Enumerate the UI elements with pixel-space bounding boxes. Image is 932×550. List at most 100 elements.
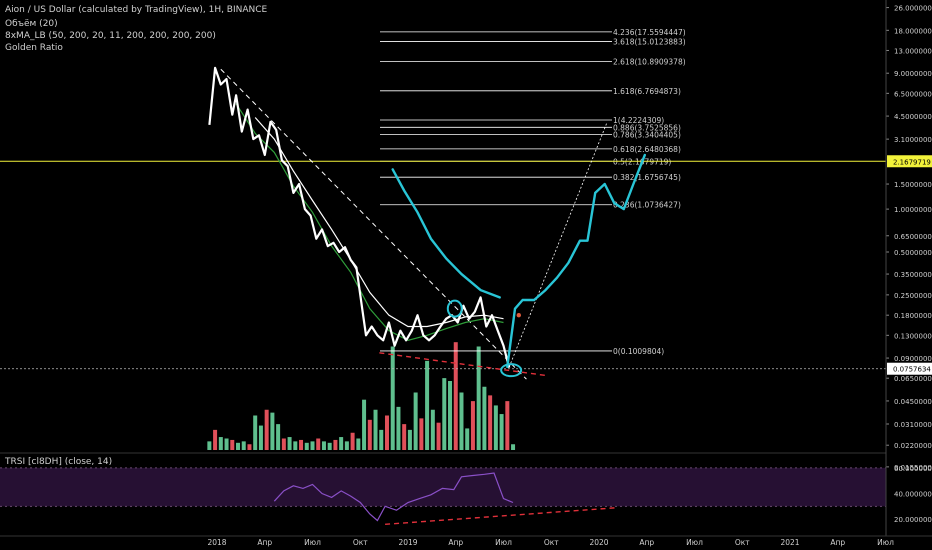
projection-line-old <box>391 168 501 299</box>
fib-level-label: 0.618(2.6480368) <box>613 145 681 154</box>
volume-bar <box>333 439 338 450</box>
price-highlight-label: 0.0757634 <box>893 366 931 374</box>
rsi-axis-label: 20.0000000 <box>894 516 932 524</box>
time-axis-label: Окт <box>735 538 750 547</box>
price-highlight-label: 2.1679719 <box>893 158 931 166</box>
volume-bar <box>488 395 493 450</box>
volume-bar <box>396 406 401 450</box>
projection-line-new <box>506 153 646 369</box>
volume-bar <box>493 405 498 450</box>
price-axis-label: 0.0310000 <box>894 421 932 429</box>
rsi-axis-label: 40.0000000 <box>894 491 932 499</box>
time-axis-label: Июл <box>686 538 703 547</box>
support-line <box>379 352 546 377</box>
fib-level-label: 2.618(10.8909378) <box>613 57 686 66</box>
fib-level-label: 0.786(3.3404405) <box>613 131 681 140</box>
price-axis-label: 0.0155000 <box>894 464 932 472</box>
price-highlight-badge <box>887 155 932 168</box>
volume-bar <box>453 342 458 450</box>
volume-bar <box>470 401 475 450</box>
volume-bar <box>362 399 367 450</box>
fib-level-label: 0.382(1.6756745) <box>613 173 681 182</box>
price-axis-label: 0.3500000 <box>894 271 932 279</box>
volume-bar <box>293 441 298 450</box>
time-axis-label: Июл <box>495 538 512 547</box>
projection-loop-lower <box>500 363 523 378</box>
ma-legend[interactable]: 8xMA_LB (50, 200, 20, 11, 200, 200, 200,… <box>5 31 216 41</box>
volume-bar <box>448 381 453 450</box>
volume-bar <box>247 444 252 450</box>
price-axis-label: 0.0220000 <box>894 442 932 450</box>
time-axis-label: 2018 <box>207 538 226 547</box>
volume-bar <box>281 438 286 450</box>
price-axis-label: 3.1000000 <box>894 136 932 144</box>
volume-bar <box>276 424 281 450</box>
volume-bar <box>373 409 378 450</box>
slow-ma-line <box>254 117 504 328</box>
volume-bar <box>379 429 384 450</box>
volume-bar <box>442 378 447 450</box>
price-axis-label: 6.5000000 <box>894 90 932 98</box>
volume-bar <box>327 442 332 450</box>
fast-ma-line <box>235 103 504 341</box>
rsi-legend[interactable]: TRSI [cl8DH] (close, 14) <box>5 457 113 467</box>
volume-legend[interactable]: Объём (20) <box>5 19 58 29</box>
volume-bar <box>356 438 361 450</box>
rsi-band <box>0 467 886 507</box>
volume-bar <box>505 401 510 450</box>
volume-bar <box>304 442 309 450</box>
price-axis-label: 0.0900000 <box>894 355 932 363</box>
volume-bar <box>465 428 470 450</box>
golden-ratio-legend[interactable]: Golden Ratio <box>5 43 63 53</box>
volume-bar <box>459 392 464 450</box>
price-axis-label: 0.5000000 <box>894 249 932 257</box>
price-axis-label: 0.1800000 <box>894 312 932 320</box>
price-axis-label: 1.5000000 <box>894 181 932 189</box>
volume-bar <box>390 346 395 450</box>
time-axis-label: 2019 <box>398 538 417 547</box>
volume-bar <box>425 360 430 450</box>
rsi-axis-label: 60.0000000 <box>894 465 932 473</box>
volume-bar <box>402 424 407 450</box>
time-axis-label: Апр <box>257 538 272 547</box>
volume-bar <box>264 409 269 450</box>
volume-bar <box>482 386 487 450</box>
price-axis-label: 13.0000000 <box>894 47 932 55</box>
volume-bar <box>436 422 441 450</box>
time-axis-label: Июл <box>304 538 321 547</box>
price-line <box>208 66 511 368</box>
fib-level-label: 4.236(17.5594447) <box>613 28 686 37</box>
volume-bar <box>384 415 389 450</box>
downtrend-line <box>220 68 527 380</box>
volume-bar <box>241 441 246 450</box>
price-axis-label: 1.0000000 <box>894 206 932 214</box>
price-axis-label: 0.0450000 <box>894 398 932 406</box>
volume-bar <box>344 441 349 450</box>
volume-bar <box>407 429 412 450</box>
price-axis-label: 9.0000000 <box>894 70 932 78</box>
symbol-legend[interactable]: Aion / US Dollar (calculated by TradingV… <box>5 5 268 15</box>
volume-bar <box>476 346 481 450</box>
time-axis-label: Июл <box>877 538 894 547</box>
fib-level-label: 0.886(3.7525856) <box>613 123 681 132</box>
time-axis-label: 2021 <box>780 538 799 547</box>
projection-loop-upper <box>446 299 463 318</box>
volume-bar <box>419 418 424 450</box>
time-axis-label: Окт <box>544 538 559 547</box>
volume-bar <box>230 439 235 450</box>
time-axis-label: 2020 <box>589 538 608 547</box>
time-axis-label: Апр <box>639 538 654 547</box>
volume-bar <box>367 419 372 450</box>
volume-bar <box>339 437 344 450</box>
price-axis-label: 18.0000000 <box>894 27 932 35</box>
volume-bar <box>499 414 504 450</box>
volume-bar <box>430 409 435 450</box>
fib-level-label: 1(4.2224309) <box>613 116 664 125</box>
volume-bar <box>321 441 326 450</box>
price-axis-label: 0.1300000 <box>894 332 932 340</box>
fib-level-label: 0(0.1009804) <box>613 347 664 356</box>
volume-bar <box>218 437 223 450</box>
volume-bar <box>213 429 218 450</box>
rsi-divergence-line <box>385 506 619 525</box>
